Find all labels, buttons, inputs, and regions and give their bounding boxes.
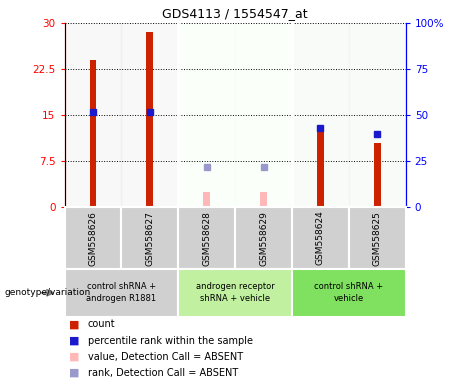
Text: ■: ■ [69, 319, 80, 329]
Text: control shRNA +
androgen R1881: control shRNA + androgen R1881 [86, 282, 156, 303]
Text: GSM558629: GSM558629 [259, 211, 268, 265]
Text: GSM558627: GSM558627 [145, 211, 154, 265]
Bar [317, 127, 324, 207]
Bar [178, 207, 235, 269]
Text: GSM558628: GSM558628 [202, 211, 211, 265]
Text: GSM558626: GSM558626 [89, 211, 97, 265]
Bar [292, 269, 406, 317]
Bar [349, 207, 406, 269]
Bar [349, 23, 406, 207]
Text: GSM558624: GSM558624 [316, 211, 325, 265]
Bar [65, 207, 121, 269]
Bar [235, 207, 292, 269]
Bar [65, 23, 121, 207]
Text: genotype/variation: genotype/variation [5, 288, 91, 297]
Bar [147, 32, 153, 207]
Text: ■: ■ [69, 352, 80, 362]
Bar [121, 23, 178, 207]
Bar [65, 269, 178, 317]
Text: control shRNA +
vehicle: control shRNA + vehicle [314, 282, 384, 303]
Bar [235, 23, 292, 207]
Bar [121, 207, 178, 269]
Bar [178, 23, 235, 207]
Text: ■: ■ [69, 336, 80, 346]
Text: count: count [88, 319, 115, 329]
Bar [203, 192, 210, 207]
Text: GSM558625: GSM558625 [373, 211, 382, 265]
Text: androgen receptor
shRNA + vehicle: androgen receptor shRNA + vehicle [196, 282, 274, 303]
Bar [374, 143, 381, 207]
Bar [292, 207, 349, 269]
Bar [178, 269, 292, 317]
Title: GDS4113 / 1554547_at: GDS4113 / 1554547_at [162, 7, 308, 20]
Bar [89, 60, 96, 207]
Text: percentile rank within the sample: percentile rank within the sample [88, 336, 253, 346]
Bar [292, 23, 349, 207]
Text: ■: ■ [69, 368, 80, 378]
Text: rank, Detection Call = ABSENT: rank, Detection Call = ABSENT [88, 368, 238, 378]
Bar [260, 192, 267, 207]
Text: value, Detection Call = ABSENT: value, Detection Call = ABSENT [88, 352, 242, 362]
